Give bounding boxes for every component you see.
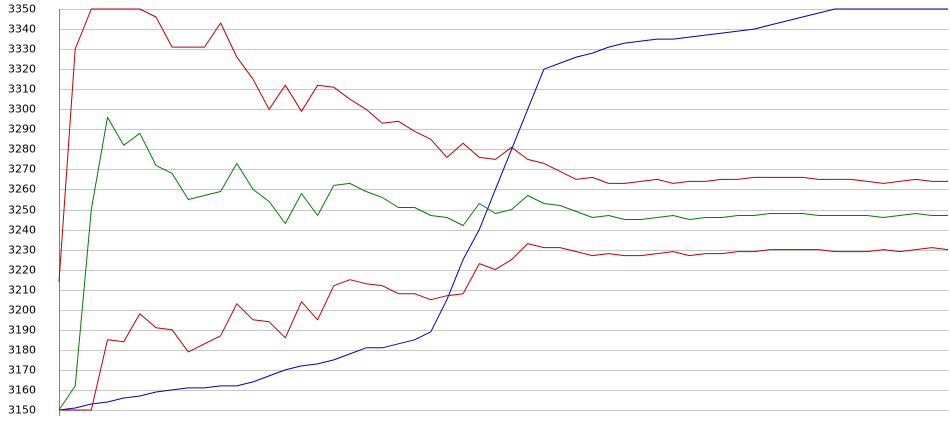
series-layer [58,8,949,411]
series-line-2 [58,8,948,282]
y-tick-label-3250: 3250 [8,204,36,217]
y-tick-label-3200: 3200 [8,304,36,317]
series-line-1 [58,8,948,411]
y-tick-label-3260: 3260 [8,183,36,196]
y-tick-label-3320: 3320 [8,63,36,76]
y-tick-label-3220: 3220 [8,264,36,277]
y-tick-label-3150: 3150 [8,404,36,417]
series-line-4 [59,243,949,411]
y-tick-label-3310: 3310 [8,83,36,96]
y-tick-label-3270: 3270 [8,163,36,176]
tick-label-layer: 3150 3160 3170 3180 3190 3200 3210 3220 3230 3240… [8,3,36,417]
y-tick-label-3290: 3290 [8,123,36,136]
y-tick-label-3330: 3330 [8,43,36,56]
y-tick-label-3180: 3180 [8,344,36,357]
y-tick-label-3230: 3230 [8,244,36,257]
y-tick-label-3300: 3300 [8,103,36,116]
y-tick-label-3160: 3160 [8,384,36,397]
series-line-3 [58,116,948,411]
y-tick-label-3350: 3350 [8,3,36,16]
y-tick-label-3240: 3240 [8,224,36,237]
y-tick-label-3170: 3170 [8,364,36,377]
y-tick-label-3280: 3280 [8,143,36,156]
y-tick-label-3210: 3210 [8,284,36,297]
y-tick-label-3340: 3340 [8,23,36,36]
y-tick-label-3190: 3190 [8,324,36,337]
